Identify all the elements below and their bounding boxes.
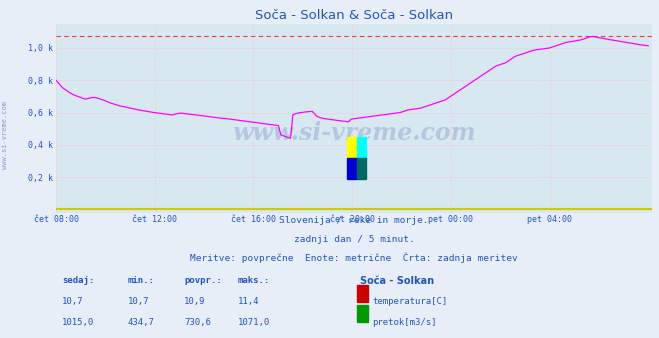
Bar xyxy=(347,158,357,179)
Text: Meritve: povprečne  Enote: metrične  Črta: zadnja meritev: Meritve: povprečne Enote: metrične Črta:… xyxy=(190,253,518,263)
Text: povpr.:: povpr.: xyxy=(185,276,222,285)
Text: Slovenija / reke in morje.: Slovenija / reke in morje. xyxy=(279,216,429,225)
Text: min.:: min.: xyxy=(128,276,154,285)
Text: 10,7: 10,7 xyxy=(62,297,84,306)
Text: pretok[m3/s]: pretok[m3/s] xyxy=(372,317,437,327)
Text: Soča - Solkan: Soča - Solkan xyxy=(360,276,434,286)
Bar xyxy=(357,285,368,302)
Text: www.si-vreme.com: www.si-vreme.com xyxy=(233,121,476,145)
Bar xyxy=(347,137,357,158)
Text: 1071,0: 1071,0 xyxy=(238,317,270,327)
Text: temperatura[C]: temperatura[C] xyxy=(372,297,447,306)
Title: Soča - Solkan & Soča - Solkan: Soča - Solkan & Soča - Solkan xyxy=(255,9,453,23)
Bar xyxy=(357,158,366,179)
Bar xyxy=(357,305,368,322)
Text: 1015,0: 1015,0 xyxy=(62,317,94,327)
Text: 730,6: 730,6 xyxy=(185,317,211,327)
Bar xyxy=(357,137,366,158)
Text: maks.:: maks.: xyxy=(238,276,270,285)
Text: 10,7: 10,7 xyxy=(128,297,149,306)
Text: zadnji dan / 5 minut.: zadnji dan / 5 minut. xyxy=(294,235,415,244)
Text: 11,4: 11,4 xyxy=(238,297,260,306)
Text: 10,9: 10,9 xyxy=(185,297,206,306)
Text: www.si-vreme.com: www.si-vreme.com xyxy=(2,101,9,169)
Text: 434,7: 434,7 xyxy=(128,317,154,327)
Text: sedaj:: sedaj: xyxy=(62,276,94,285)
